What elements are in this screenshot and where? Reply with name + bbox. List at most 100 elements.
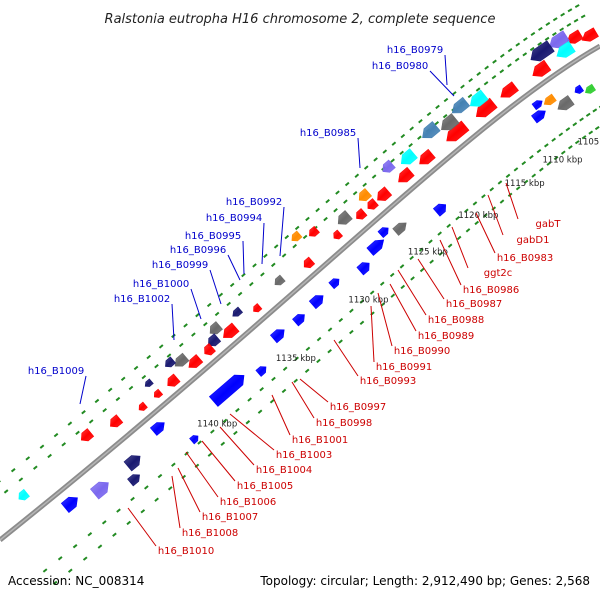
gene-arrow <box>209 321 223 335</box>
tick-mark <box>316 336 322 342</box>
tick-mark <box>359 299 365 304</box>
gene-label-reverse: h16_B0991 <box>376 362 432 373</box>
tick-mark <box>3 489 9 494</box>
tick-mark <box>67 568 73 573</box>
tick-mark <box>154 364 159 369</box>
gene-arrow <box>531 100 543 111</box>
gene-label-reverse: h16_B0998 <box>316 418 372 429</box>
tick-mark <box>573 18 579 23</box>
tick-mark <box>327 327 333 332</box>
kbp-label: 1120 kbp <box>458 211 498 221</box>
tick-mark <box>47 453 52 459</box>
tick-mark <box>140 509 146 514</box>
gene-label-reverse: h16_B0989 <box>418 331 474 342</box>
tick-mark <box>507 47 513 53</box>
tick-mark <box>559 27 565 32</box>
tick-mark <box>362 182 367 187</box>
leader-line <box>171 475 181 529</box>
tick-mark <box>141 374 147 380</box>
tick-mark <box>418 119 423 124</box>
tick-mark <box>220 441 226 446</box>
tick-mark <box>558 132 564 137</box>
tick-mark <box>352 190 358 196</box>
gene-arrow <box>253 303 263 313</box>
tick-mark <box>10 468 16 473</box>
tick-mark <box>75 430 80 436</box>
gene-arrow <box>303 256 316 269</box>
tick-mark <box>580 14 586 19</box>
tick-mark <box>464 208 469 213</box>
tick-mark <box>323 216 328 222</box>
gene-arrow <box>174 352 190 367</box>
tick-mark <box>536 148 542 154</box>
tick-mark <box>294 225 300 231</box>
gene-arrow <box>574 84 585 94</box>
gene-label-reverse: h16_B0993 <box>360 376 416 387</box>
tick-mark <box>273 244 279 249</box>
tick-mark <box>154 497 159 502</box>
gene-label-forward: h16_B1000 <box>133 279 189 290</box>
gene-label-reverse: h16_B1004 <box>256 465 312 476</box>
tick-mark <box>409 255 414 261</box>
tick-mark <box>282 366 288 371</box>
leader-line <box>177 467 201 513</box>
tick-mark <box>481 194 486 199</box>
tick-mark <box>195 312 200 318</box>
gene-arrow <box>422 121 441 139</box>
gene-label-reverse: h16_B0997 <box>330 402 386 413</box>
tick-mark <box>158 344 164 349</box>
tick-mark <box>241 272 246 278</box>
gene-label-reverse: h16_B1006 <box>220 497 276 508</box>
tick-mark <box>284 234 290 240</box>
tick-mark <box>97 544 103 549</box>
tick-mark <box>565 127 571 132</box>
leader-line <box>475 212 496 254</box>
gene-arrow <box>532 59 552 77</box>
leader-line <box>487 194 504 236</box>
tick-mark <box>126 520 132 526</box>
gene-arrow <box>80 428 95 442</box>
tick-mark <box>338 317 344 323</box>
gene-arrow <box>337 210 353 225</box>
gene-arrow <box>153 388 164 398</box>
gene-arrow <box>255 366 267 377</box>
tick-mark <box>499 69 505 74</box>
gene-label-reverse: h16_B0983 <box>497 253 553 264</box>
tick-mark <box>579 117 584 122</box>
gene-arrow <box>291 230 303 242</box>
tick-mark <box>183 323 188 328</box>
kbp-label: 1135 kbp <box>276 354 316 364</box>
kbp-label: 1110 kbp <box>542 156 582 166</box>
gene-arrow <box>333 229 344 240</box>
tick-mark <box>229 282 235 288</box>
tick-mark <box>249 281 254 287</box>
tick-mark <box>544 143 549 148</box>
tick-mark <box>133 365 139 371</box>
tick-mark <box>338 339 343 344</box>
gene-arrow <box>188 354 204 368</box>
tick-mark <box>505 173 511 179</box>
tick-mark <box>210 429 215 434</box>
tick-mark <box>389 272 395 278</box>
tick-mark <box>112 532 117 537</box>
gene-label-reverse: h16_B0986 <box>463 285 519 296</box>
leader-line <box>79 375 87 405</box>
tick-mark <box>408 143 413 148</box>
gene-label-forward: h16_B0985 <box>300 128 356 139</box>
gene-label-forward: h16_B1002 <box>114 294 170 305</box>
leader-line <box>333 339 359 377</box>
gene-label-reverse: h16_B0987 <box>446 299 502 310</box>
tick-mark <box>434 121 440 126</box>
tick-mark <box>551 31 557 37</box>
tick-mark <box>574 4 580 8</box>
gene-arrow <box>274 274 286 286</box>
gene-arrow <box>419 148 436 165</box>
gene-features <box>18 27 599 514</box>
tick-mark <box>581 135 587 140</box>
tick-mark <box>399 150 404 156</box>
tick-mark <box>515 42 521 47</box>
tick-mark <box>293 378 298 384</box>
tick-mark <box>206 302 212 308</box>
tick-mark <box>531 173 537 178</box>
tick-mark <box>178 342 184 348</box>
